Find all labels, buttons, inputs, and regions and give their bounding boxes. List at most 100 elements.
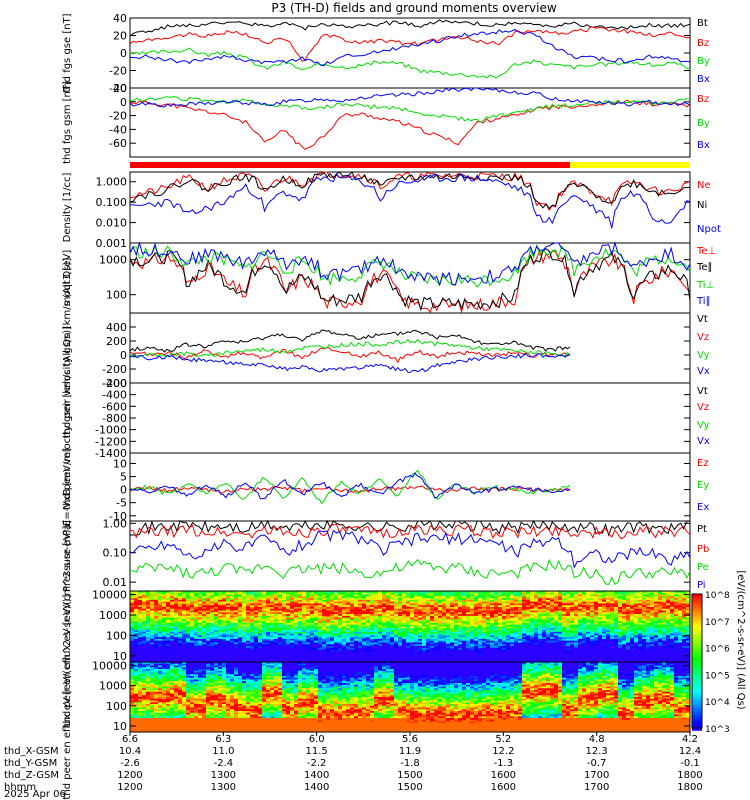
heatmap-cell (310, 656, 315, 659)
heatmap-cell (374, 640, 379, 643)
heatmap-cell (202, 647, 207, 650)
heatmap-cell (334, 638, 339, 642)
heatmap-cell (354, 614, 359, 617)
heatmap-cell (606, 610, 611, 613)
heatmap-cell (218, 628, 223, 631)
heatmap-cell (370, 631, 375, 634)
heatmap-cell (150, 638, 155, 642)
heatmap-cell (502, 610, 507, 613)
heatmap-cell (270, 635, 275, 638)
heatmap-cell (466, 649, 471, 652)
heatmap-cell (358, 612, 363, 615)
heatmap-cell (362, 658, 367, 661)
heatmap-cell (262, 644, 267, 647)
heatmap-cell (414, 647, 419, 650)
heatmap-cell (522, 592, 527, 595)
heatmap-cell (286, 642, 291, 645)
heatmap-cell (442, 660, 447, 663)
heatmap-cell (450, 596, 455, 599)
heatmap-cell (190, 631, 195, 634)
heatmap-cell (442, 610, 447, 613)
heatmap-cell (322, 591, 327, 594)
heatmap-cell (318, 605, 323, 608)
heatmap-cell (330, 630, 335, 633)
heatmap-cell (474, 624, 479, 627)
heatmap-cell (582, 649, 587, 652)
heatmap-cell (166, 660, 171, 663)
heatmap-cell (222, 603, 227, 606)
heatmap-cell (246, 646, 251, 649)
heatmap-cell (174, 644, 179, 647)
heatmap-cell (434, 626, 439, 629)
heatmap-cell (326, 612, 331, 615)
heatmap-cell (378, 654, 383, 658)
heatmap-cell (542, 649, 547, 652)
y-tick-label: 1.000 (96, 176, 128, 189)
heatmap-cell (362, 642, 367, 645)
heatmap-cell (522, 654, 527, 658)
heatmap-cell (510, 614, 515, 617)
heatmap-cell (586, 651, 591, 654)
heatmap-cell (222, 626, 227, 629)
heatmap-cell (138, 592, 143, 595)
heatmap-cell (422, 649, 427, 652)
heatmap-cell (554, 656, 559, 659)
heatmap-cell (158, 598, 163, 601)
heatmap-cell (502, 591, 507, 594)
heatmap-cell (394, 624, 399, 627)
heatmap-cell (550, 653, 555, 656)
heatmap-cell (186, 633, 191, 636)
heatmap-cell (150, 635, 155, 638)
heatmap-cell (346, 638, 351, 642)
heatmap-cell (606, 649, 611, 652)
heatmap-cell (310, 601, 315, 604)
heatmap-cell (218, 622, 223, 626)
heatmap-cell (186, 646, 191, 649)
heatmap-cell (550, 601, 555, 604)
heatmap-cell (586, 624, 591, 627)
heatmap-cell (274, 638, 279, 642)
heatmap-cell (370, 658, 375, 661)
heatmap-cell (218, 647, 223, 650)
heatmap-cell (442, 638, 447, 642)
heatmap-cell (334, 594, 339, 597)
heatmap-cell (234, 631, 239, 634)
heatmap-cell (250, 653, 255, 656)
heatmap-cell (558, 617, 563, 620)
heatmap-cell (426, 608, 431, 611)
heatmap-cell (466, 615, 471, 619)
heatmap-cell (178, 594, 183, 597)
heatmap-cell (346, 658, 351, 661)
heatmap-cell (534, 644, 539, 647)
heatmap-cell (186, 621, 191, 624)
heatmap-cell (146, 647, 151, 650)
heatmap-cell (406, 656, 411, 659)
heatmap-cell (442, 596, 447, 599)
heatmap-cell (158, 606, 163, 610)
heatmap-cell (186, 649, 191, 652)
heatmap-cell (170, 638, 175, 642)
heatmap-cell (414, 603, 419, 606)
heatmap-cell (142, 644, 147, 647)
heatmap-cell (582, 653, 587, 656)
heatmap-cell (506, 649, 511, 652)
heatmap-cell (270, 654, 275, 658)
heatmap-cell (294, 646, 299, 649)
heatmap-cell (442, 635, 447, 638)
heatmap-cell (186, 608, 191, 611)
heatmap-cell (438, 660, 443, 663)
heatmap-cell (130, 612, 135, 615)
heatmap-cell (398, 640, 403, 643)
heatmap-cell (510, 599, 515, 603)
heatmap-cell (534, 594, 539, 597)
heatmap-cell (398, 637, 403, 640)
heatmap-cell (242, 631, 247, 634)
heatmap-cell (186, 626, 191, 629)
heatmap-cell (386, 610, 391, 613)
heatmap-cell (442, 624, 447, 627)
heatmap-cell (458, 596, 463, 599)
heatmap-cell (438, 614, 443, 617)
heatmap-cell (398, 614, 403, 617)
heatmap-cell (158, 619, 163, 622)
